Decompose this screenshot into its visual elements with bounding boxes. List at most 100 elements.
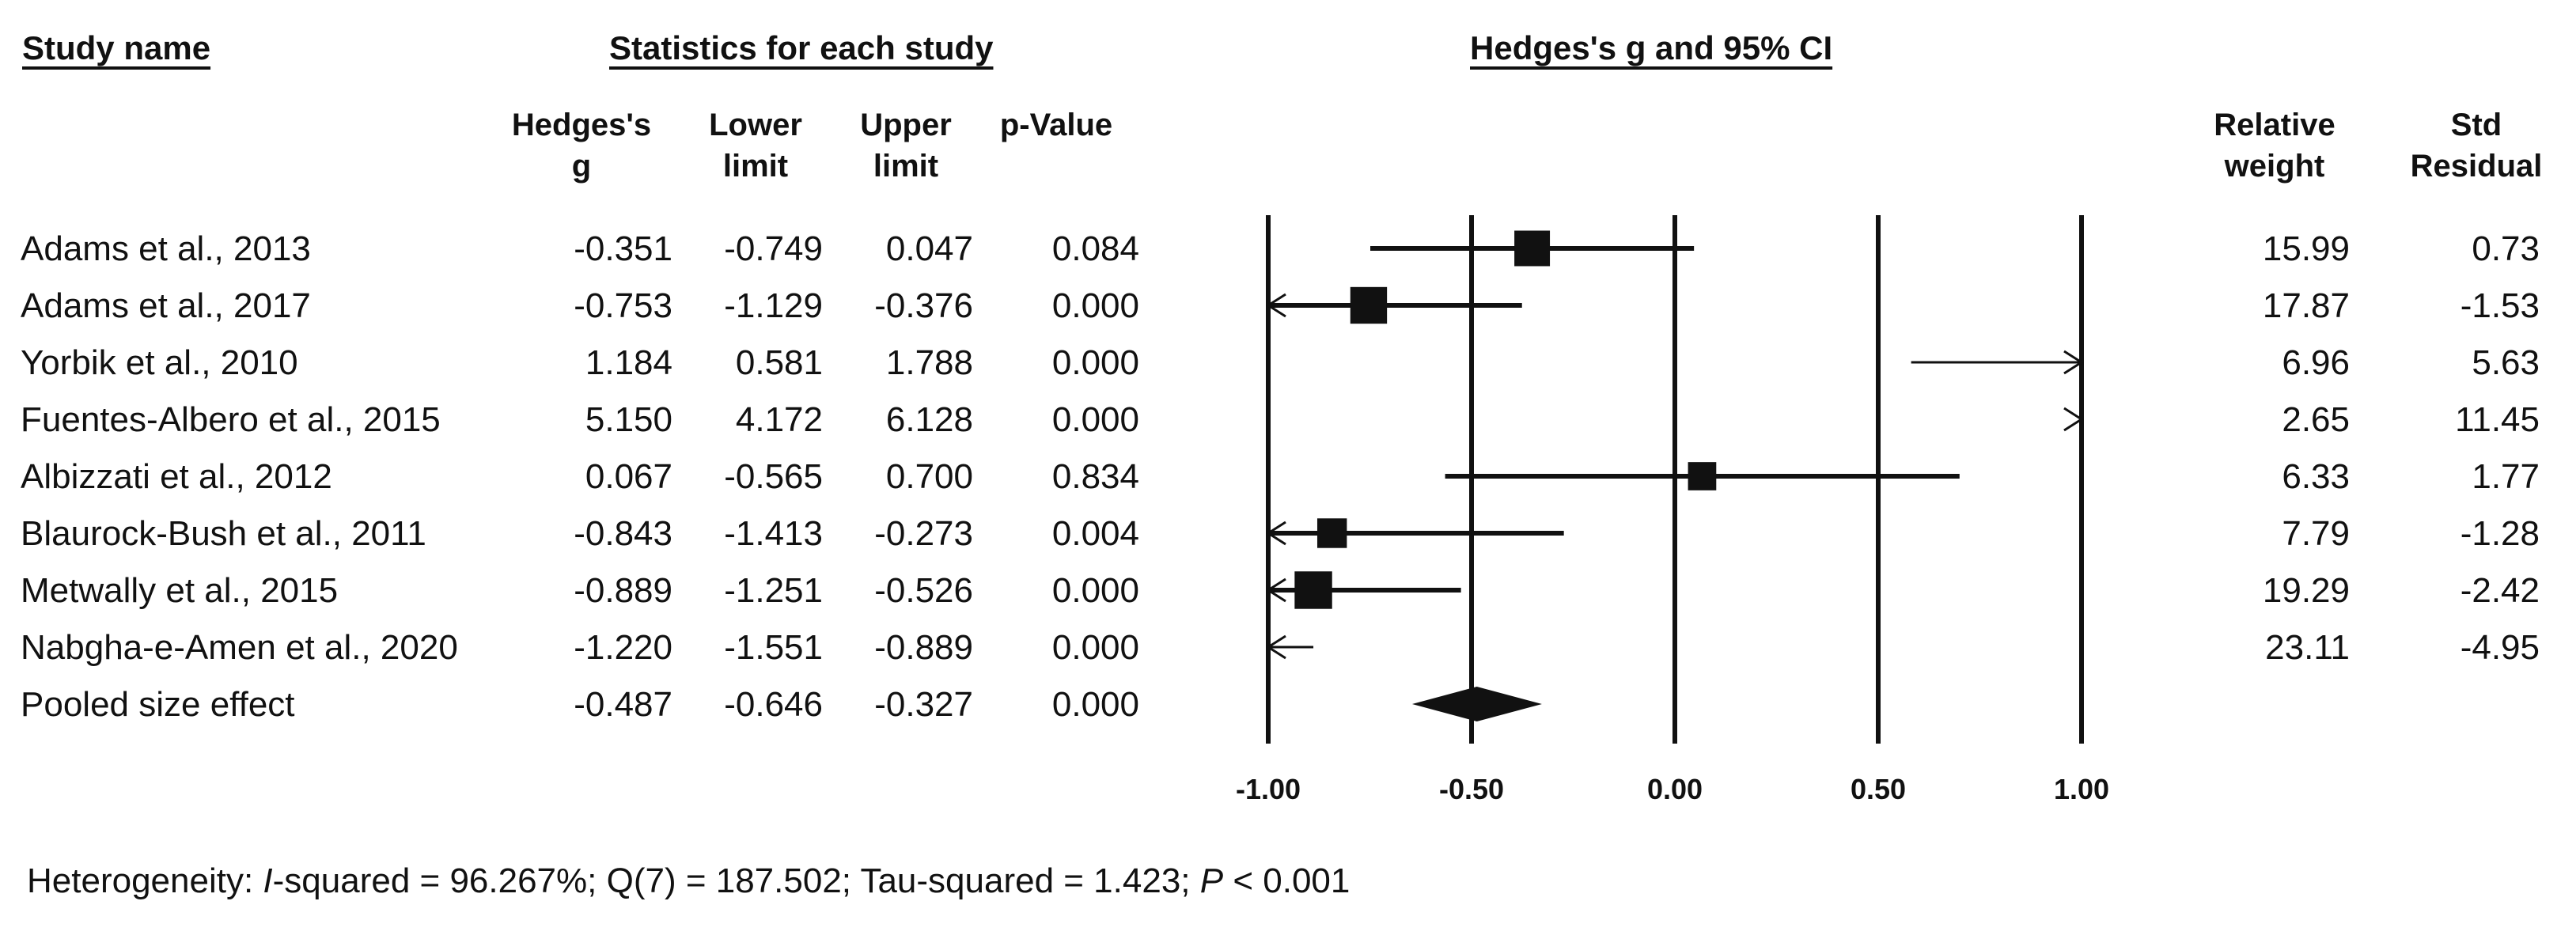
- relative-weight: 15.99: [2262, 229, 2350, 268]
- ci-arrow-left: [1266, 293, 1286, 318]
- pooled-label: Pooled size effect: [21, 685, 295, 724]
- p-value: 0.000: [1051, 286, 1139, 325]
- lower-limit: 0.581: [735, 343, 823, 382]
- relative-weight: 19.29: [2262, 571, 2350, 610]
- weight-resid-row: 2.65 11.45: [2199, 391, 2555, 448]
- effect-square: [1514, 230, 1551, 267]
- effect-square: [1316, 518, 1347, 548]
- relative-weight: 6.96: [2282, 343, 2350, 382]
- ci-arrow-right: [2063, 350, 2084, 375]
- g-value: 0.067: [585, 457, 672, 496]
- weight-resid-row: 23.11 -4.95: [2199, 619, 2555, 676]
- relative-weight: 23.11: [2265, 628, 2350, 667]
- g-value: -0.843: [574, 514, 672, 553]
- p-value: 0.834: [1051, 457, 1139, 496]
- upper-limit: 1.788: [885, 343, 973, 382]
- lower-limit: -1.129: [724, 286, 823, 325]
- study-name: Adams et al., 2017: [21, 286, 311, 325]
- study-row: Adams et al., 2017 -0.753 -1.129 -0.376 …: [0, 277, 1147, 334]
- col-header-p: p-Value: [999, 108, 1113, 142]
- p-value: 0.004: [1051, 514, 1139, 553]
- pooled-diamond: [1411, 687, 1542, 721]
- col-header-g: Hedges's g: [511, 108, 652, 184]
- study-name: Albizzati et al., 2012: [21, 457, 332, 496]
- std-residual: -4.95: [2460, 628, 2540, 667]
- study-row: Albizzati et al., 2012 0.067 -0.565 0.70…: [0, 448, 1147, 505]
- study-row: Blaurock-Bush et al., 2011 -0.843 -1.413…: [0, 505, 1147, 562]
- weight-resid-row: 6.33 1.77: [2199, 448, 2555, 505]
- std-residual: 0.73: [2472, 229, 2540, 268]
- std-residual: -1.53: [2460, 286, 2540, 325]
- upper-limit: 0.700: [885, 457, 973, 496]
- effect-square: [1350, 286, 1388, 324]
- plot-title: Hedges's g and 95% CI: [1470, 29, 1833, 66]
- lower-limit: -1.251: [724, 571, 823, 610]
- g-value: -0.487: [574, 685, 672, 724]
- statistics-header: Statistics for each study: [609, 29, 994, 66]
- x-tick-label: 0.00: [1647, 773, 1703, 805]
- std-residual: 1.77: [2472, 457, 2540, 496]
- weight-resid-row: 7.79 -1.28: [2199, 505, 2555, 562]
- p-value: 0.000: [1051, 343, 1139, 382]
- ci-arrow-left: [1266, 634, 1286, 660]
- effect-square: [1294, 571, 1332, 609]
- lower-limit: -1.413: [724, 514, 823, 553]
- study-row: Fuentes-Albero et al., 2015 5.150 4.172 …: [0, 391, 1147, 448]
- std-residual: -2.42: [2460, 571, 2540, 610]
- upper-limit: -0.273: [874, 514, 973, 553]
- heterogeneity-footnote: Heterogeneity: I-squared = 96.267%; Q(7)…: [27, 861, 1351, 900]
- relative-weight: 17.87: [2262, 286, 2350, 325]
- study-name: Metwally et al., 2015: [21, 571, 339, 610]
- weight-resid-row: 6.96 5.63: [2199, 334, 2555, 391]
- p-value: 0.000: [1051, 628, 1139, 667]
- col-header-resid: Std Residual: [2410, 108, 2543, 184]
- lower-limit: -0.749: [724, 229, 823, 268]
- x-tick-label: -1.00: [1236, 773, 1301, 805]
- study-row: Adams et al., 2013 -0.351 -0.749 0.047 0…: [0, 220, 1147, 277]
- col-header-weight: Relative weight: [2214, 108, 2335, 184]
- ci-arrow-right: [2063, 407, 2084, 432]
- x-tick-label: -0.50: [1439, 773, 1504, 805]
- relative-weight: 7.79: [2282, 514, 2350, 553]
- upper-limit: -0.889: [874, 628, 973, 667]
- study-name-header: Study name: [22, 29, 211, 66]
- weight-resid-row: 19.29 -2.42: [2199, 562, 2555, 619]
- study-name: Blaurock-Bush et al., 2011: [21, 514, 426, 553]
- upper-limit: -0.327: [874, 685, 973, 724]
- lower-limit: -0.646: [724, 685, 823, 724]
- lower-limit: 4.172: [735, 400, 823, 439]
- col-header-upper: Upper limit: [860, 108, 952, 184]
- g-value: -0.753: [574, 286, 672, 325]
- study-row: Metwally et al., 2015 -0.889 -1.251 -0.5…: [0, 562, 1147, 619]
- g-value: 1.184: [585, 343, 672, 382]
- upper-limit: -0.526: [874, 571, 973, 610]
- weight-resid-row: 17.87 -1.53: [2199, 277, 2555, 334]
- x-tick-label: 0.50: [1851, 773, 1906, 805]
- study-row: Nabgha-e-Amen et al., 2020 -1.220 -1.551…: [0, 619, 1147, 676]
- study-name: Adams et al., 2013: [21, 229, 311, 268]
- std-residual: 11.45: [2455, 400, 2540, 439]
- p-value: 0.000: [1051, 571, 1139, 610]
- g-value: -0.889: [574, 571, 672, 610]
- effect-square: [1688, 462, 1717, 490]
- pooled-row: Pooled size effect -0.487 -0.646 -0.327 …: [0, 676, 1147, 733]
- lower-limit: -1.551: [724, 628, 823, 667]
- study-row: Yorbik et al., 2010 1.184 0.581 1.788 0.…: [0, 334, 1147, 391]
- g-value: -0.351: [574, 229, 672, 268]
- g-value: 5.150: [585, 400, 672, 439]
- upper-limit: 0.047: [885, 229, 973, 268]
- study-name: Yorbik et al., 2010: [21, 343, 298, 382]
- ci-arrow-left: [1266, 577, 1286, 603]
- p-value: 0.084: [1051, 229, 1139, 268]
- weight-resid-row: 15.99 0.73: [2199, 220, 2555, 277]
- relative-weight: 6.33: [2282, 457, 2350, 496]
- upper-limit: 6.128: [885, 400, 973, 439]
- p-value: 0.000: [1051, 685, 1139, 724]
- lower-limit: -0.565: [724, 457, 823, 496]
- relative-weight: 2.65: [2282, 400, 2350, 439]
- study-name: Nabgha-e-Amen et al., 2020: [21, 628, 458, 667]
- ci-arrow-left: [1266, 521, 1286, 546]
- study-name: Fuentes-Albero et al., 2015: [21, 400, 441, 439]
- g-value: -1.220: [574, 628, 672, 667]
- p-value: 0.000: [1051, 400, 1139, 439]
